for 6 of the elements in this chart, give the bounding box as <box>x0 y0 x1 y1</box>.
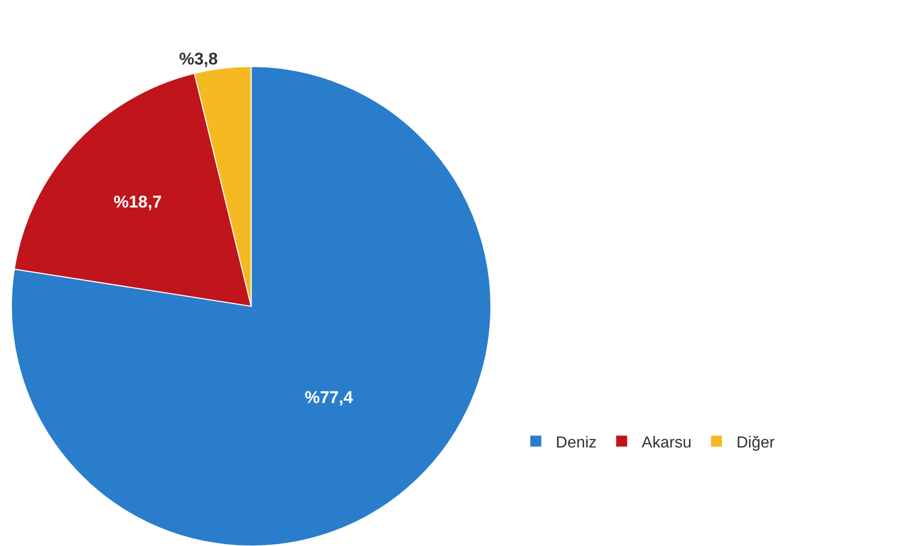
legend-label: Akarsu <box>642 434 692 452</box>
legend-label: Diğer <box>736 434 776 452</box>
data-label: %77,4 <box>304 388 354 407</box>
data-label: %18,7 <box>114 192 162 212</box>
data-label: %3,8 <box>179 49 218 68</box>
legend-label: Deniz <box>556 434 597 452</box>
